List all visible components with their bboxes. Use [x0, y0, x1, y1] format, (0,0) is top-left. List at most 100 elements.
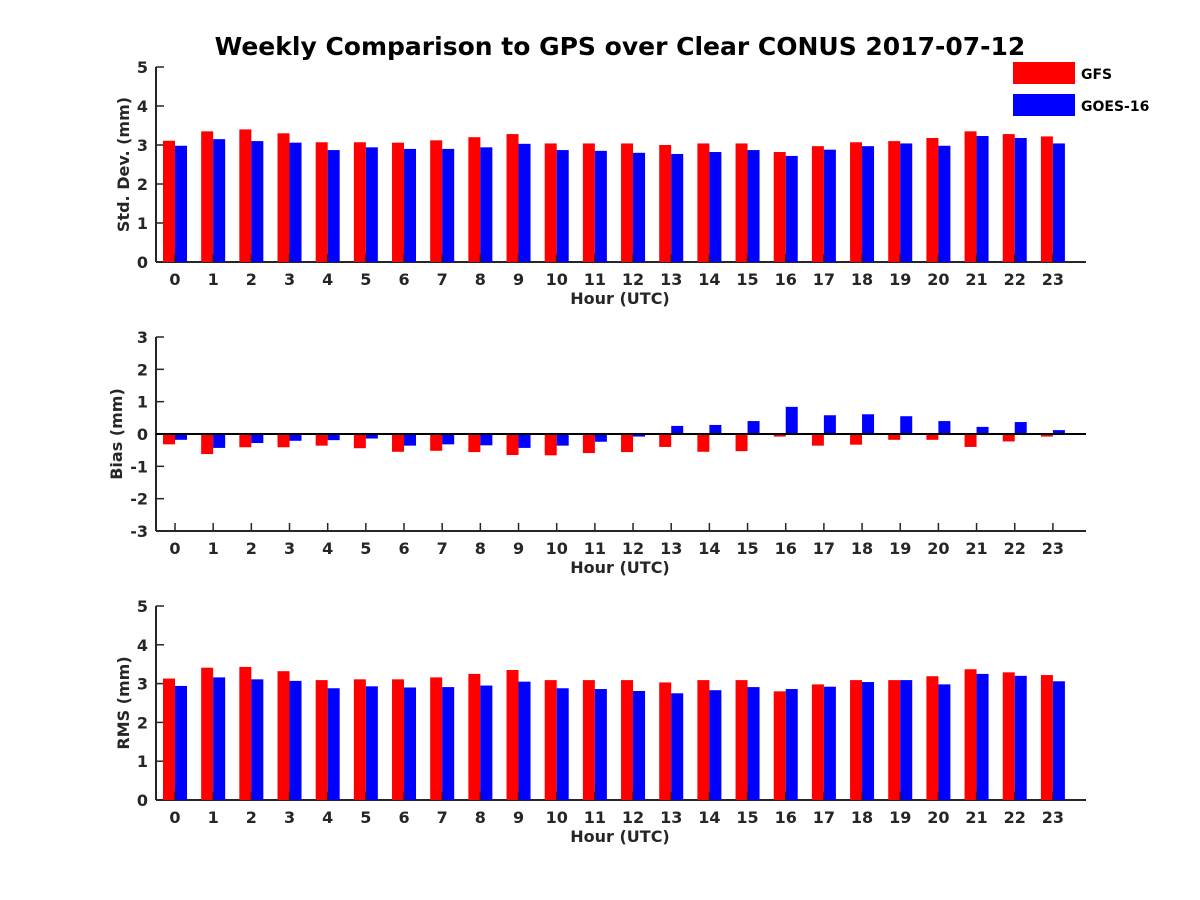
std-dev-y-tick-label: 4	[137, 97, 148, 116]
std-dev-x-tick-label: 23	[1042, 270, 1064, 289]
std-dev-y-tick-label: 3	[137, 136, 148, 155]
std-dev-bar-gfs-9	[506, 134, 519, 262]
bias-bar-gfs-18	[850, 434, 863, 445]
bias-bar-goes16-23	[1052, 430, 1065, 434]
std-dev-y-tick-label: 1	[137, 214, 148, 233]
std-dev-x-tick-label: 14	[698, 270, 720, 289]
bias-bar-gfs-15	[735, 434, 748, 452]
bias-bar-goes16-18	[862, 414, 875, 434]
rms-bar-goes16-17	[823, 686, 836, 800]
rms-bar-goes16-21	[976, 673, 989, 800]
bias-y-tick-label: -1	[130, 457, 148, 476]
std-dev-bar-gfs-15	[735, 143, 748, 262]
bias-x-tick-label: 23	[1042, 539, 1064, 558]
std-dev-bar-goes16-8	[480, 147, 493, 262]
legend-label-goes16: GOES-16	[1081, 99, 1149, 115]
legend-swatch-gfs	[1013, 62, 1075, 84]
std-dev-bar-gfs-11	[582, 143, 595, 262]
bias-bar-goes16-9	[518, 434, 531, 448]
std-dev-bar-gfs-6	[392, 142, 405, 262]
bias-x-tick-label: 3	[284, 539, 295, 558]
std-dev-bar-goes16-2	[251, 141, 264, 262]
bias-x-tick-label: 8	[475, 539, 486, 558]
bias-y-tick-label: 0	[137, 425, 148, 444]
rms-y-tick-label: 2	[137, 713, 148, 732]
rms-x-tick-label: 5	[360, 808, 371, 827]
rms-y-tick-label: 3	[137, 675, 148, 694]
bias-y-tick-label: -3	[130, 522, 148, 541]
std-dev-bar-goes16-1	[213, 139, 226, 262]
bias-x-tick-label: 18	[851, 539, 873, 558]
bias-x-tick-label: 15	[736, 539, 758, 558]
std-dev-bar-goes16-6	[404, 148, 417, 262]
bias-x-tick-label: 7	[437, 539, 448, 558]
rms-bar-goes16-0	[175, 685, 187, 800]
std-dev-x-tick-label: 15	[736, 270, 758, 289]
rms-bar-gfs-19	[888, 680, 901, 800]
bias-x-tick-label: 22	[1004, 539, 1026, 558]
bias-bar-gfs-16	[773, 434, 786, 437]
std-dev-bar-gfs-5	[353, 142, 366, 262]
rms-y-tick-label: 5	[137, 597, 148, 616]
bias-bar-goes16-6	[404, 434, 417, 446]
bias-bar-gfs-5	[353, 434, 366, 449]
bias-bar-goes16-5	[365, 434, 378, 439]
std-dev-bar-goes16-3	[289, 142, 302, 262]
bias-x-tick-label: 19	[889, 539, 911, 558]
rms-bar-gfs-20	[926, 676, 939, 800]
rms-bar-goes16-22	[1014, 675, 1027, 800]
bias-bar-goes16-19	[900, 416, 913, 434]
rms-x-tick-label: 18	[851, 808, 873, 827]
bias-x-tick-label: 13	[660, 539, 682, 558]
rms-bar-gfs-22	[1002, 672, 1015, 800]
bias-bar-gfs-9	[506, 434, 519, 456]
bias-bar-gfs-4	[315, 434, 328, 446]
rms-bar-goes16-1	[213, 677, 226, 800]
std-dev-bar-goes16-16	[785, 155, 798, 262]
bias-bar-goes16-14	[709, 424, 722, 434]
rms-bar-gfs-21	[964, 669, 977, 800]
rms-x-tick-label: 8	[475, 808, 486, 827]
bias-x-tick-label: 17	[813, 539, 835, 558]
rms-x-tick-label: 14	[698, 808, 720, 827]
bias-bar-goes16-12	[633, 434, 646, 437]
std-dev-bar-gfs-13	[659, 145, 672, 262]
std-dev-x-tick-label: 16	[775, 270, 797, 289]
rms-bar-gfs-10	[544, 680, 557, 800]
rms-bar-goes16-3	[289, 680, 302, 800]
rms-bar-goes16-18	[862, 682, 875, 800]
rms-x-tick-label: 21	[965, 808, 987, 827]
std-dev-x-tick-label: 1	[208, 270, 219, 289]
std-dev-bar-goes16-17	[823, 149, 836, 262]
rms-bar-goes16-11	[594, 689, 607, 800]
rms-bar-gfs-7	[430, 677, 443, 800]
rms-x-tick-label: 16	[775, 808, 797, 827]
rms-x-tick-label: 2	[246, 808, 257, 827]
std-dev-x-tick-label: 13	[660, 270, 682, 289]
std-dev-x-tick-label: 11	[584, 270, 606, 289]
std-dev-bar-gfs-3	[277, 133, 290, 262]
std-dev-bar-goes16-22	[1014, 137, 1027, 262]
rms-bar-goes16-15	[747, 687, 760, 800]
bias-bar-goes16-2	[251, 434, 264, 444]
std-dev-y-tick-label: 5	[137, 58, 148, 77]
std-dev-bar-gfs-10	[544, 143, 557, 262]
std-dev-x-tick-label: 21	[965, 270, 987, 289]
bias-bar-gfs-7	[430, 434, 443, 451]
rms-x-tick-label: 7	[437, 808, 448, 827]
std-dev-bar-goes16-12	[633, 152, 646, 262]
legend: GFS GOES-16	[1013, 62, 1149, 116]
bias-x-tick-label: 0	[169, 539, 180, 558]
std-dev-bar-goes16-19	[900, 143, 913, 262]
bias-bar-gfs-13	[659, 434, 672, 447]
std-dev-bar-gfs-18	[850, 142, 863, 262]
rms-bar-gfs-5	[353, 679, 366, 800]
figure-title: Weekly Comparison to GPS over Clear CONU…	[215, 32, 1026, 61]
std-dev-bar-goes16-14	[709, 152, 722, 262]
bias-x-tick-label: 5	[360, 539, 371, 558]
std-dev-y-tick-label: 2	[137, 175, 148, 194]
bias-bar-gfs-12	[621, 434, 634, 453]
std-dev-bar-goes16-18	[862, 146, 875, 262]
bias-y-tick-label: 3	[137, 328, 148, 347]
std-dev-x-tick-label: 7	[437, 270, 448, 289]
